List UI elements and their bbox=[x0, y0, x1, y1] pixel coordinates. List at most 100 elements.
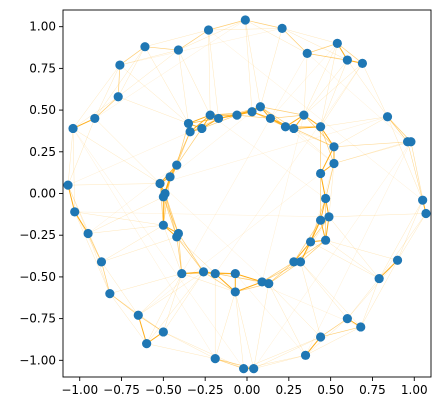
graph-edge bbox=[163, 224, 182, 274]
axes-layer: −1.00 −0.75 −0.50 −0.25 0.00 0.25 0.50 0.75 1.00… bbox=[19, 9, 432, 397]
graph-edge bbox=[303, 63, 363, 116]
graph-edge bbox=[362, 63, 388, 117]
data-point bbox=[342, 314, 352, 324]
graph-edge bbox=[208, 29, 219, 119]
graph-edge bbox=[67, 183, 161, 186]
data-point bbox=[418, 195, 428, 205]
graph-edge bbox=[178, 49, 211, 116]
graph-edge bbox=[67, 184, 102, 263]
graph-edge bbox=[72, 96, 119, 129]
data-point bbox=[165, 172, 175, 182]
graph-edge bbox=[101, 261, 111, 294]
graph-edge bbox=[215, 63, 363, 274]
graph-edge bbox=[67, 118, 96, 186]
data-point bbox=[316, 122, 326, 132]
graph-edge bbox=[300, 261, 321, 338]
graph-edge bbox=[333, 116, 388, 148]
graph-edge bbox=[176, 128, 203, 166]
graph-edge bbox=[203, 271, 236, 293]
data-point bbox=[173, 45, 184, 55]
graph-edge bbox=[119, 46, 146, 66]
graph-edge bbox=[253, 283, 269, 369]
graph-edge bbox=[137, 314, 148, 345]
graph-edge bbox=[310, 241, 380, 279]
graph-edge bbox=[146, 343, 216, 359]
y-tick-label: −0.25 bbox=[19, 228, 56, 242]
graph-edge bbox=[117, 64, 121, 98]
data-point bbox=[265, 113, 276, 124]
graph-edge bbox=[244, 19, 283, 29]
graph-edge bbox=[347, 59, 388, 117]
data-point bbox=[392, 255, 403, 265]
data-point bbox=[158, 192, 168, 202]
graph-edge bbox=[163, 196, 178, 238]
graph-edge bbox=[328, 163, 335, 218]
graph-edge bbox=[74, 211, 111, 294]
graph-edge bbox=[72, 64, 121, 129]
data-point bbox=[321, 235, 331, 245]
data-point bbox=[300, 350, 311, 360]
data-point bbox=[302, 48, 312, 58]
data-point bbox=[205, 110, 215, 120]
graph-edge bbox=[176, 236, 216, 274]
graph-edge bbox=[307, 53, 408, 142]
graph-edge bbox=[119, 28, 283, 66]
y-tick-label: −1.00 bbox=[19, 353, 56, 367]
graph-edge bbox=[164, 193, 178, 238]
graph-edge bbox=[320, 116, 388, 127]
data-point bbox=[280, 122, 291, 132]
graph-edge bbox=[87, 164, 177, 234]
graph-edge bbox=[360, 278, 380, 328]
graph-edge bbox=[245, 19, 308, 54]
graph-edge bbox=[300, 216, 330, 263]
x-tick-label: −1.00 bbox=[61, 383, 98, 397]
graph-edge bbox=[245, 19, 261, 107]
graph-edge bbox=[163, 331, 216, 359]
graph-edge bbox=[94, 118, 161, 184]
x-tick-label: −0.75 bbox=[103, 383, 140, 397]
data-point bbox=[277, 23, 287, 33]
graph-edge bbox=[101, 224, 164, 263]
graph-edge bbox=[325, 239, 398, 261]
data-point bbox=[240, 15, 250, 25]
graph-edge bbox=[320, 43, 338, 127]
data-point bbox=[140, 42, 150, 52]
data-point bbox=[230, 287, 240, 297]
graph-edge bbox=[333, 141, 412, 164]
data-point bbox=[185, 127, 195, 137]
graph-edge bbox=[328, 213, 427, 218]
x-tick-label: 0.50 bbox=[317, 383, 344, 397]
graph-edge bbox=[178, 19, 246, 51]
graph-edge bbox=[138, 273, 182, 316]
graph-edge bbox=[325, 239, 380, 279]
graph-edge bbox=[178, 29, 209, 51]
data-point bbox=[230, 268, 240, 279]
data-point bbox=[239, 364, 249, 374]
graph-edge bbox=[320, 126, 335, 164]
y-tick-label: −0.50 bbox=[19, 270, 56, 284]
graph-edge bbox=[181, 273, 236, 293]
graph-edge bbox=[397, 199, 423, 261]
graph-edge bbox=[235, 273, 361, 328]
graph-edge bbox=[306, 53, 348, 61]
data-point bbox=[183, 118, 194, 129]
graph-edge bbox=[94, 46, 146, 119]
graph-edge bbox=[243, 336, 321, 369]
data-point bbox=[63, 180, 73, 190]
graph-edge bbox=[333, 141, 412, 148]
graph-edge bbox=[119, 49, 179, 66]
data-point bbox=[213, 113, 224, 124]
data-point bbox=[421, 208, 431, 219]
graph-edge bbox=[397, 213, 427, 261]
data-point bbox=[321, 193, 331, 204]
graph-edge bbox=[253, 355, 306, 369]
graph-edge bbox=[72, 128, 244, 369]
graph-edge bbox=[281, 28, 348, 61]
graph-edge bbox=[87, 224, 164, 234]
data-point bbox=[249, 364, 259, 374]
data-point bbox=[247, 107, 257, 117]
data-point bbox=[83, 228, 93, 239]
graph-edge bbox=[347, 260, 398, 319]
graph-edge bbox=[303, 59, 348, 116]
